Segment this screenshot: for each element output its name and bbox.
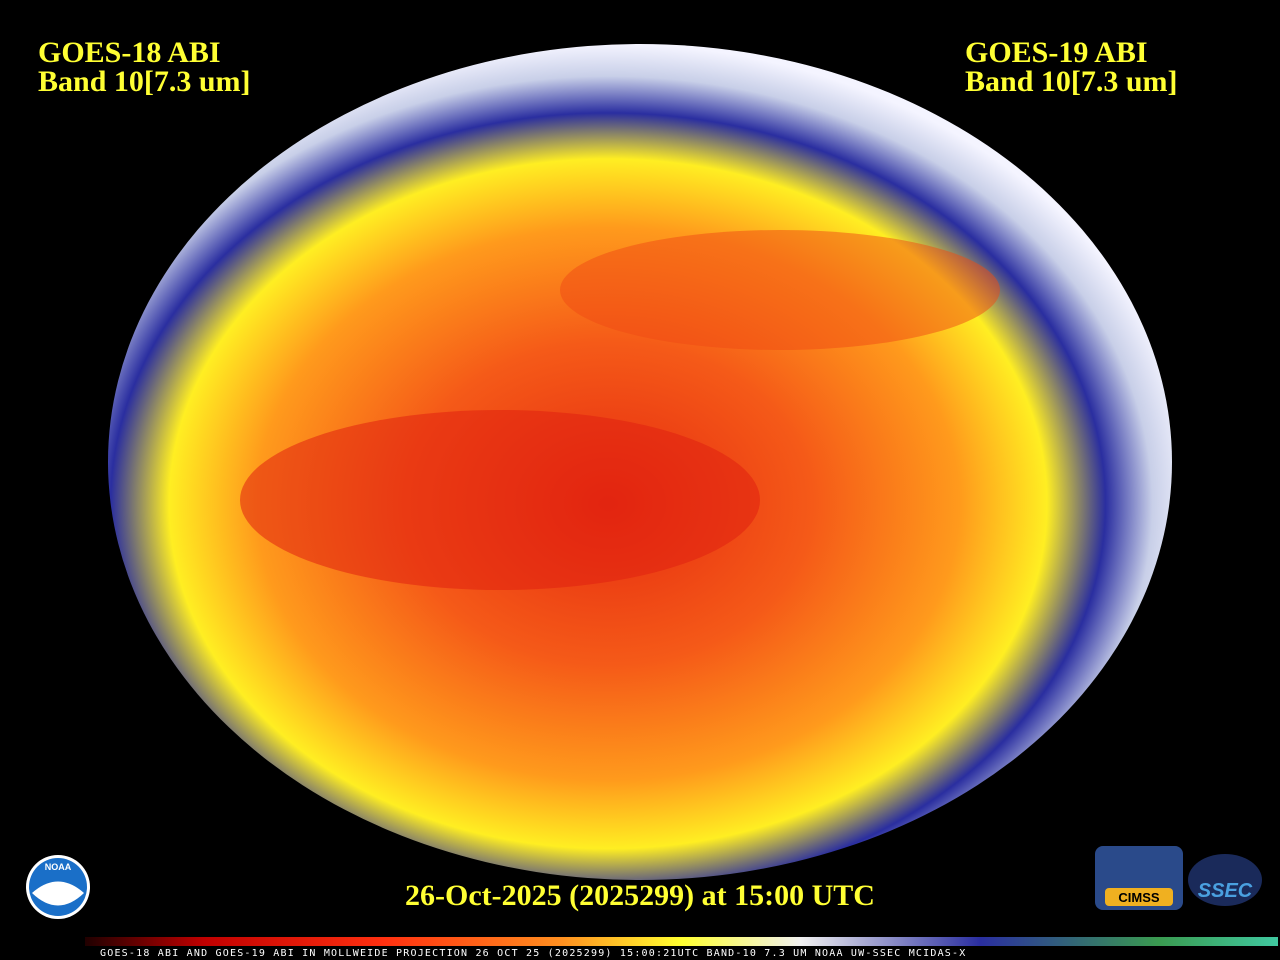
- timestamp: 26-Oct-2025 (2025299) at 15:00 UTC: [405, 879, 875, 912]
- logo-text: SSEC: [1198, 880, 1253, 902]
- right-label: Band 10[7.3 um]: [965, 65, 1178, 98]
- cimss-logo: CIMSS: [1095, 846, 1183, 910]
- logo-text: NOAA: [45, 862, 72, 872]
- noaa-logo: NOAA: [26, 855, 90, 919]
- left-label: GOES-18 ABI: [38, 36, 221, 69]
- footer-text: GOES-18 ABI AND GOES-19 ABI IN MOLLWEIDE…: [100, 948, 966, 959]
- moisture-band: [240, 410, 760, 590]
- moisture-band: [560, 230, 1000, 350]
- left-label: Band 10[7.3 um]: [38, 65, 251, 98]
- ssec-logo: SSEC: [1188, 854, 1262, 906]
- color-bar: [85, 937, 1278, 946]
- logo-text: CIMSS: [1118, 890, 1160, 905]
- right-label: GOES-19 ABI: [965, 36, 1148, 69]
